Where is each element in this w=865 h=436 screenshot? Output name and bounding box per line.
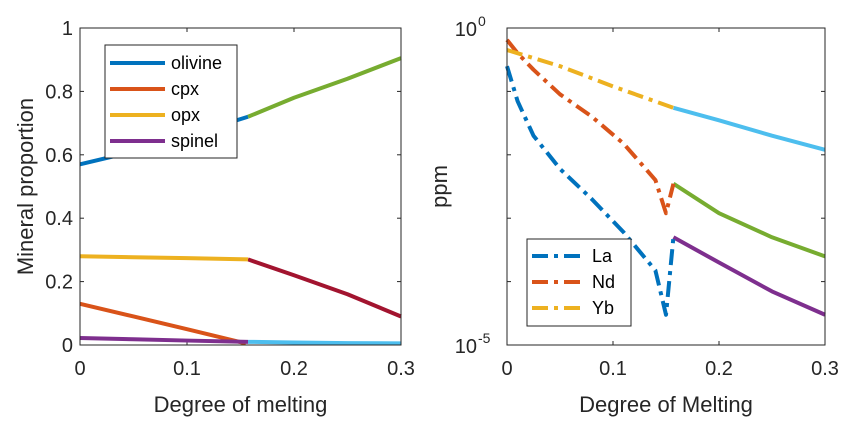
right-x-tick-label: 0.1 xyxy=(599,358,627,380)
left-x-axis-label: Degree of melting xyxy=(154,392,328,417)
right-x-tick-label: 0.3 xyxy=(811,358,839,380)
right-series-line-La xyxy=(505,65,676,317)
right-series-line-Nd xyxy=(505,38,676,216)
right-legend: La Nd Yb xyxy=(526,238,632,327)
left-x-tick-label: 0.3 xyxy=(387,358,415,380)
right-legend-label: Nd xyxy=(592,272,615,292)
left-continuation-line-2 xyxy=(247,339,402,346)
left-ticks: 0 0.1 0.2 0.3 0 0.2 0.4 0.6 0.8 1 xyxy=(45,18,415,380)
right-ticks: 0 0.1 0.2 0.310 010 -5 xyxy=(455,13,839,380)
right-axes-box xyxy=(506,27,826,346)
left-series-line-opx xyxy=(79,254,249,262)
left-series-line-cpx xyxy=(79,301,247,346)
right-x-axis-label: Degree of Melting xyxy=(579,392,753,417)
left-series-line-spinel xyxy=(79,336,249,344)
right-y-tick-label-exponent: -5 xyxy=(478,330,491,346)
left-y-tick-label: 0.4 xyxy=(45,208,73,230)
left-y-tick-label: 0.2 xyxy=(45,272,73,294)
left-y-axis-label: Mineral proportion xyxy=(13,98,38,275)
right-continuation-line-0 xyxy=(672,105,826,152)
left-y-tick-label: 1 xyxy=(62,18,73,40)
right-y-tick-label-base: 10 xyxy=(455,19,477,41)
right-series-lines xyxy=(505,38,826,317)
left-legend-label: spinel xyxy=(171,131,218,151)
left-continuation-line-0 xyxy=(247,56,402,119)
right-y-tick-label-exponent: 0 xyxy=(478,13,486,29)
left-legend-label: cpx xyxy=(171,79,199,99)
left-continuation-line-1 xyxy=(247,257,402,319)
left-x-tick-label: 0 xyxy=(74,358,85,380)
right-y-tick-label-base: 10 xyxy=(455,336,477,358)
right-y-axis-label: ppm xyxy=(427,165,452,208)
right-continuation-line-2 xyxy=(672,235,826,317)
mineral-proportion-chart: 0 0.1 0.2 0.3 0 0.2 0.4 0.6 0.8 1 Degree of melti… xyxy=(13,18,415,417)
ppm-chart: 0 0.1 0.2 0.310 010 -5 Degree of Melting ppm … xyxy=(427,13,839,417)
right-series-line-Yb xyxy=(506,48,675,110)
right-x-tick-label: 0 xyxy=(501,358,512,380)
left-legend-label: olivine xyxy=(171,53,222,73)
left-y-tick-label: 0 xyxy=(62,335,73,357)
left-y-tick-label: 0.8 xyxy=(45,81,73,103)
right-legend-label: La xyxy=(592,246,613,266)
left-legend-label: opx xyxy=(171,105,200,125)
left-axes-box xyxy=(79,27,402,346)
left-x-tick-label: 0.1 xyxy=(173,358,201,380)
right-legend-label: Yb xyxy=(592,298,614,318)
left-x-tick-label: 0.2 xyxy=(280,358,308,380)
right-x-tick-label: 0.2 xyxy=(705,358,733,380)
left-y-tick-label: 0.6 xyxy=(45,145,73,167)
right-continuation-line-1 xyxy=(672,182,826,259)
left-legend: olivine cpx opx spinel xyxy=(104,44,238,159)
